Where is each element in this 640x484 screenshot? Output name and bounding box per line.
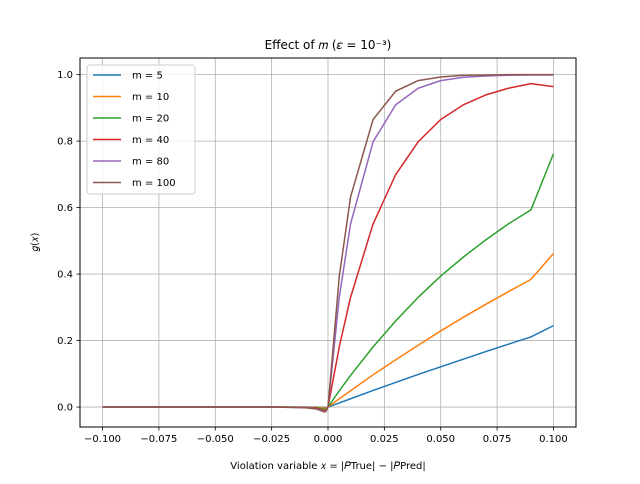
legend-label-4: m = 80 xyxy=(132,157,169,168)
x-tick-label: 0.100 xyxy=(539,434,568,445)
legend-label-0: m = 5 xyxy=(132,71,163,82)
legend: m = 5 m = 10 m = 20 m = 40 m = 80 m = 100 xyxy=(86,64,196,195)
series-line-5 xyxy=(102,73,554,413)
x-tick-label: 0.025 xyxy=(370,434,399,445)
legend-label-5: m = 100 xyxy=(132,178,176,189)
y-tick-label: 0.6 xyxy=(57,203,73,214)
y-tick-label: 0.4 xyxy=(57,270,73,281)
x-tick-label: 0.000 xyxy=(314,434,343,445)
y-axis-label: 𝑔(𝑥) xyxy=(30,232,41,251)
x-tick-label: 0.050 xyxy=(426,434,455,445)
x-tick-label: −0.100 xyxy=(84,434,121,445)
x-tick-label: −0.050 xyxy=(197,434,234,445)
x-axis-label: Violation variable 𝑥 = |𝑃True| − |𝑃Pred| xyxy=(230,461,425,472)
y-tick-label: 0.8 xyxy=(57,137,73,148)
legend-label-2: m = 20 xyxy=(132,114,169,125)
x-tick-label: 0.075 xyxy=(483,434,512,445)
x-tick-label: −0.075 xyxy=(140,434,177,445)
series-lines xyxy=(102,73,555,413)
ticks: −0.100 −0.075 −0.050 −0.025 0.000 0.025 0.050 0… xyxy=(57,70,568,445)
legend-box xyxy=(86,64,196,195)
x-tick-label: −0.025 xyxy=(253,434,290,445)
y-tick-label: 0.2 xyxy=(57,336,73,347)
y-tick-label: 1.0 xyxy=(57,70,73,81)
legend-label-3: m = 40 xyxy=(132,135,169,146)
chart-title: Effect of 𝑚 (𝜀 = 10⁻³) xyxy=(265,38,392,52)
legend-label-1: m = 10 xyxy=(132,92,169,103)
y-tick-label: 0.0 xyxy=(57,403,73,414)
